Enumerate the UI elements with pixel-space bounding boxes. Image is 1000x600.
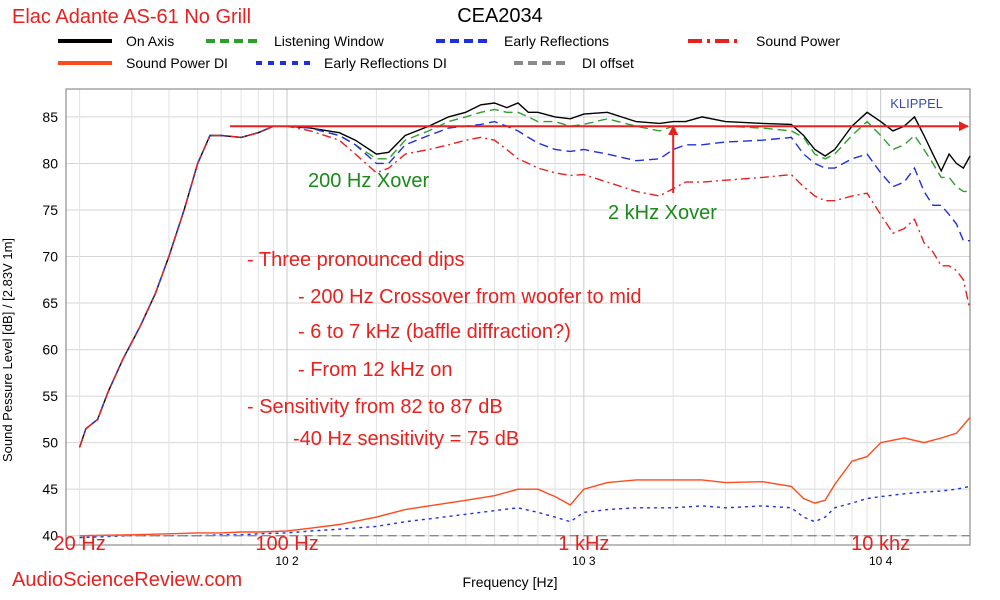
x-tick-label: 10 4 [869,554,893,568]
chart-title: CEA2034 [457,5,543,27]
y-axis-label: Sound Pessure Level [dB] / [2.83V 1m] [0,238,15,462]
frequency-label: 1 kHz [558,533,609,555]
legend-label: DI offset [582,55,634,71]
annotation-note: -40 Hz sensitivity = 75 dB [293,428,519,450]
annotation-note: - 6 to 7 kHz (baffle diffraction?) [298,321,571,343]
series-line-early-reflections-di [79,485,971,539]
annotation-note: - 200 Hz Crossover from woofer to mid [298,286,641,308]
y-tick-label: 40 [42,528,58,544]
legend-label: Listening Window [274,33,385,49]
y-tick-label: 70 [42,249,58,265]
x-tick-label: 10 3 [572,554,596,568]
legend-label: Sound Power DI [126,55,228,71]
y-tick-label: 85 [42,109,58,125]
y-tick-label: 75 [42,202,58,218]
chart-subtitle: Elac Adante AS-61 No Grill [12,6,251,28]
legend-label: Early Reflections DI [324,55,447,71]
frequency-label: 100 Hz [255,533,318,555]
annotation-note: - Three pronounced dips [247,249,465,271]
y-tick-label: 45 [42,481,58,497]
y-tick-label: 55 [42,388,58,404]
series-line-early-reflections [78,120,970,448]
frequency-label: 10 khz [851,533,910,555]
frequency-label: 20 Hz [53,533,105,555]
y-tick-label: 60 [42,342,58,358]
plot-frame [65,88,971,546]
annotation-note: - From 12 kHz on [298,359,452,381]
site-watermark: AudioScienceReview.com [12,569,242,591]
series-line-sound-power-di [79,417,971,537]
y-tick-label: 80 [42,155,58,171]
annotation-notes: - Three pronounced dips - 200 Hz Crossove… [247,249,641,450]
grid [66,89,971,545]
legend-label: Sound Power [756,33,840,49]
series-group [78,102,971,539]
series-line-sound-power [78,125,971,448]
legend: On Axis Listening Window Early Reflections… [58,33,840,71]
y-tick-label: 50 [42,435,58,451]
legend-label: On Axis [126,33,174,49]
y-tick-labels: 40 45 50 55 60 65 70 75 80 85 [42,109,58,544]
x-tick-labels: 10 2 10 3 10 4 [275,554,892,568]
klippel-label: KLIPPEL [890,96,943,111]
x-tick-label: 10 2 [275,554,299,568]
x-axis-label: Frequency [Hz] [463,574,558,590]
frequency-labels: 20 Hz 100 Hz 1 kHz 10 khz [53,533,910,555]
series-line-listening-window [78,108,970,448]
series-line-on-axis [78,102,971,448]
annotation-note: - Sensitivity from 82 to 87 dB [247,396,503,418]
xover-2k-label: 2 kHz Xover [608,202,717,224]
legend-label: Early Reflections [504,33,609,49]
xover-200-label: 200 Hz Xover [308,170,430,192]
y-tick-label: 65 [42,295,58,311]
